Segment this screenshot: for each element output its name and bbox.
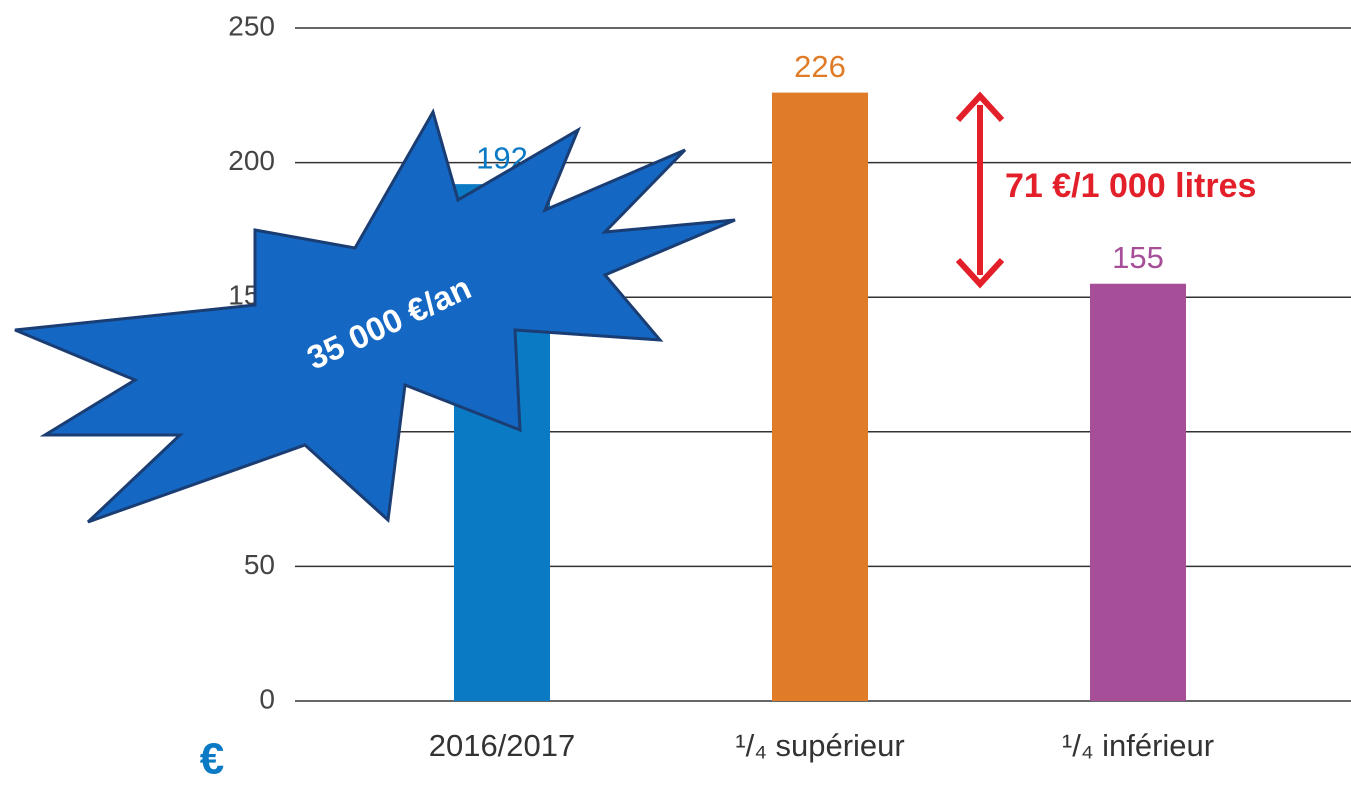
y-tick-label: 250: [228, 10, 275, 41]
value-label: 226: [794, 49, 846, 84]
value-label: 155: [1112, 240, 1164, 275]
y-tick-label: 0: [259, 683, 275, 714]
arrow-head: [955, 91, 1005, 123]
y-tick-label: 200: [228, 145, 275, 176]
difference-arrow: [955, 91, 1005, 289]
y-unit: €: [200, 735, 224, 784]
x-tick-label: 2016/2017: [429, 728, 576, 763]
difference-label: 71 €/1 000 litres: [1005, 167, 1256, 205]
y-tick-label: 50: [244, 549, 275, 580]
arrow-head: [955, 257, 1005, 289]
starburst: [14, 108, 736, 524]
bar: [772, 92, 868, 701]
x-tick-label: ¹/₄ supérieur: [735, 728, 904, 763]
x-tick-label: ¹/₄ inférieur: [1062, 728, 1214, 763]
bar: [1090, 283, 1186, 701]
